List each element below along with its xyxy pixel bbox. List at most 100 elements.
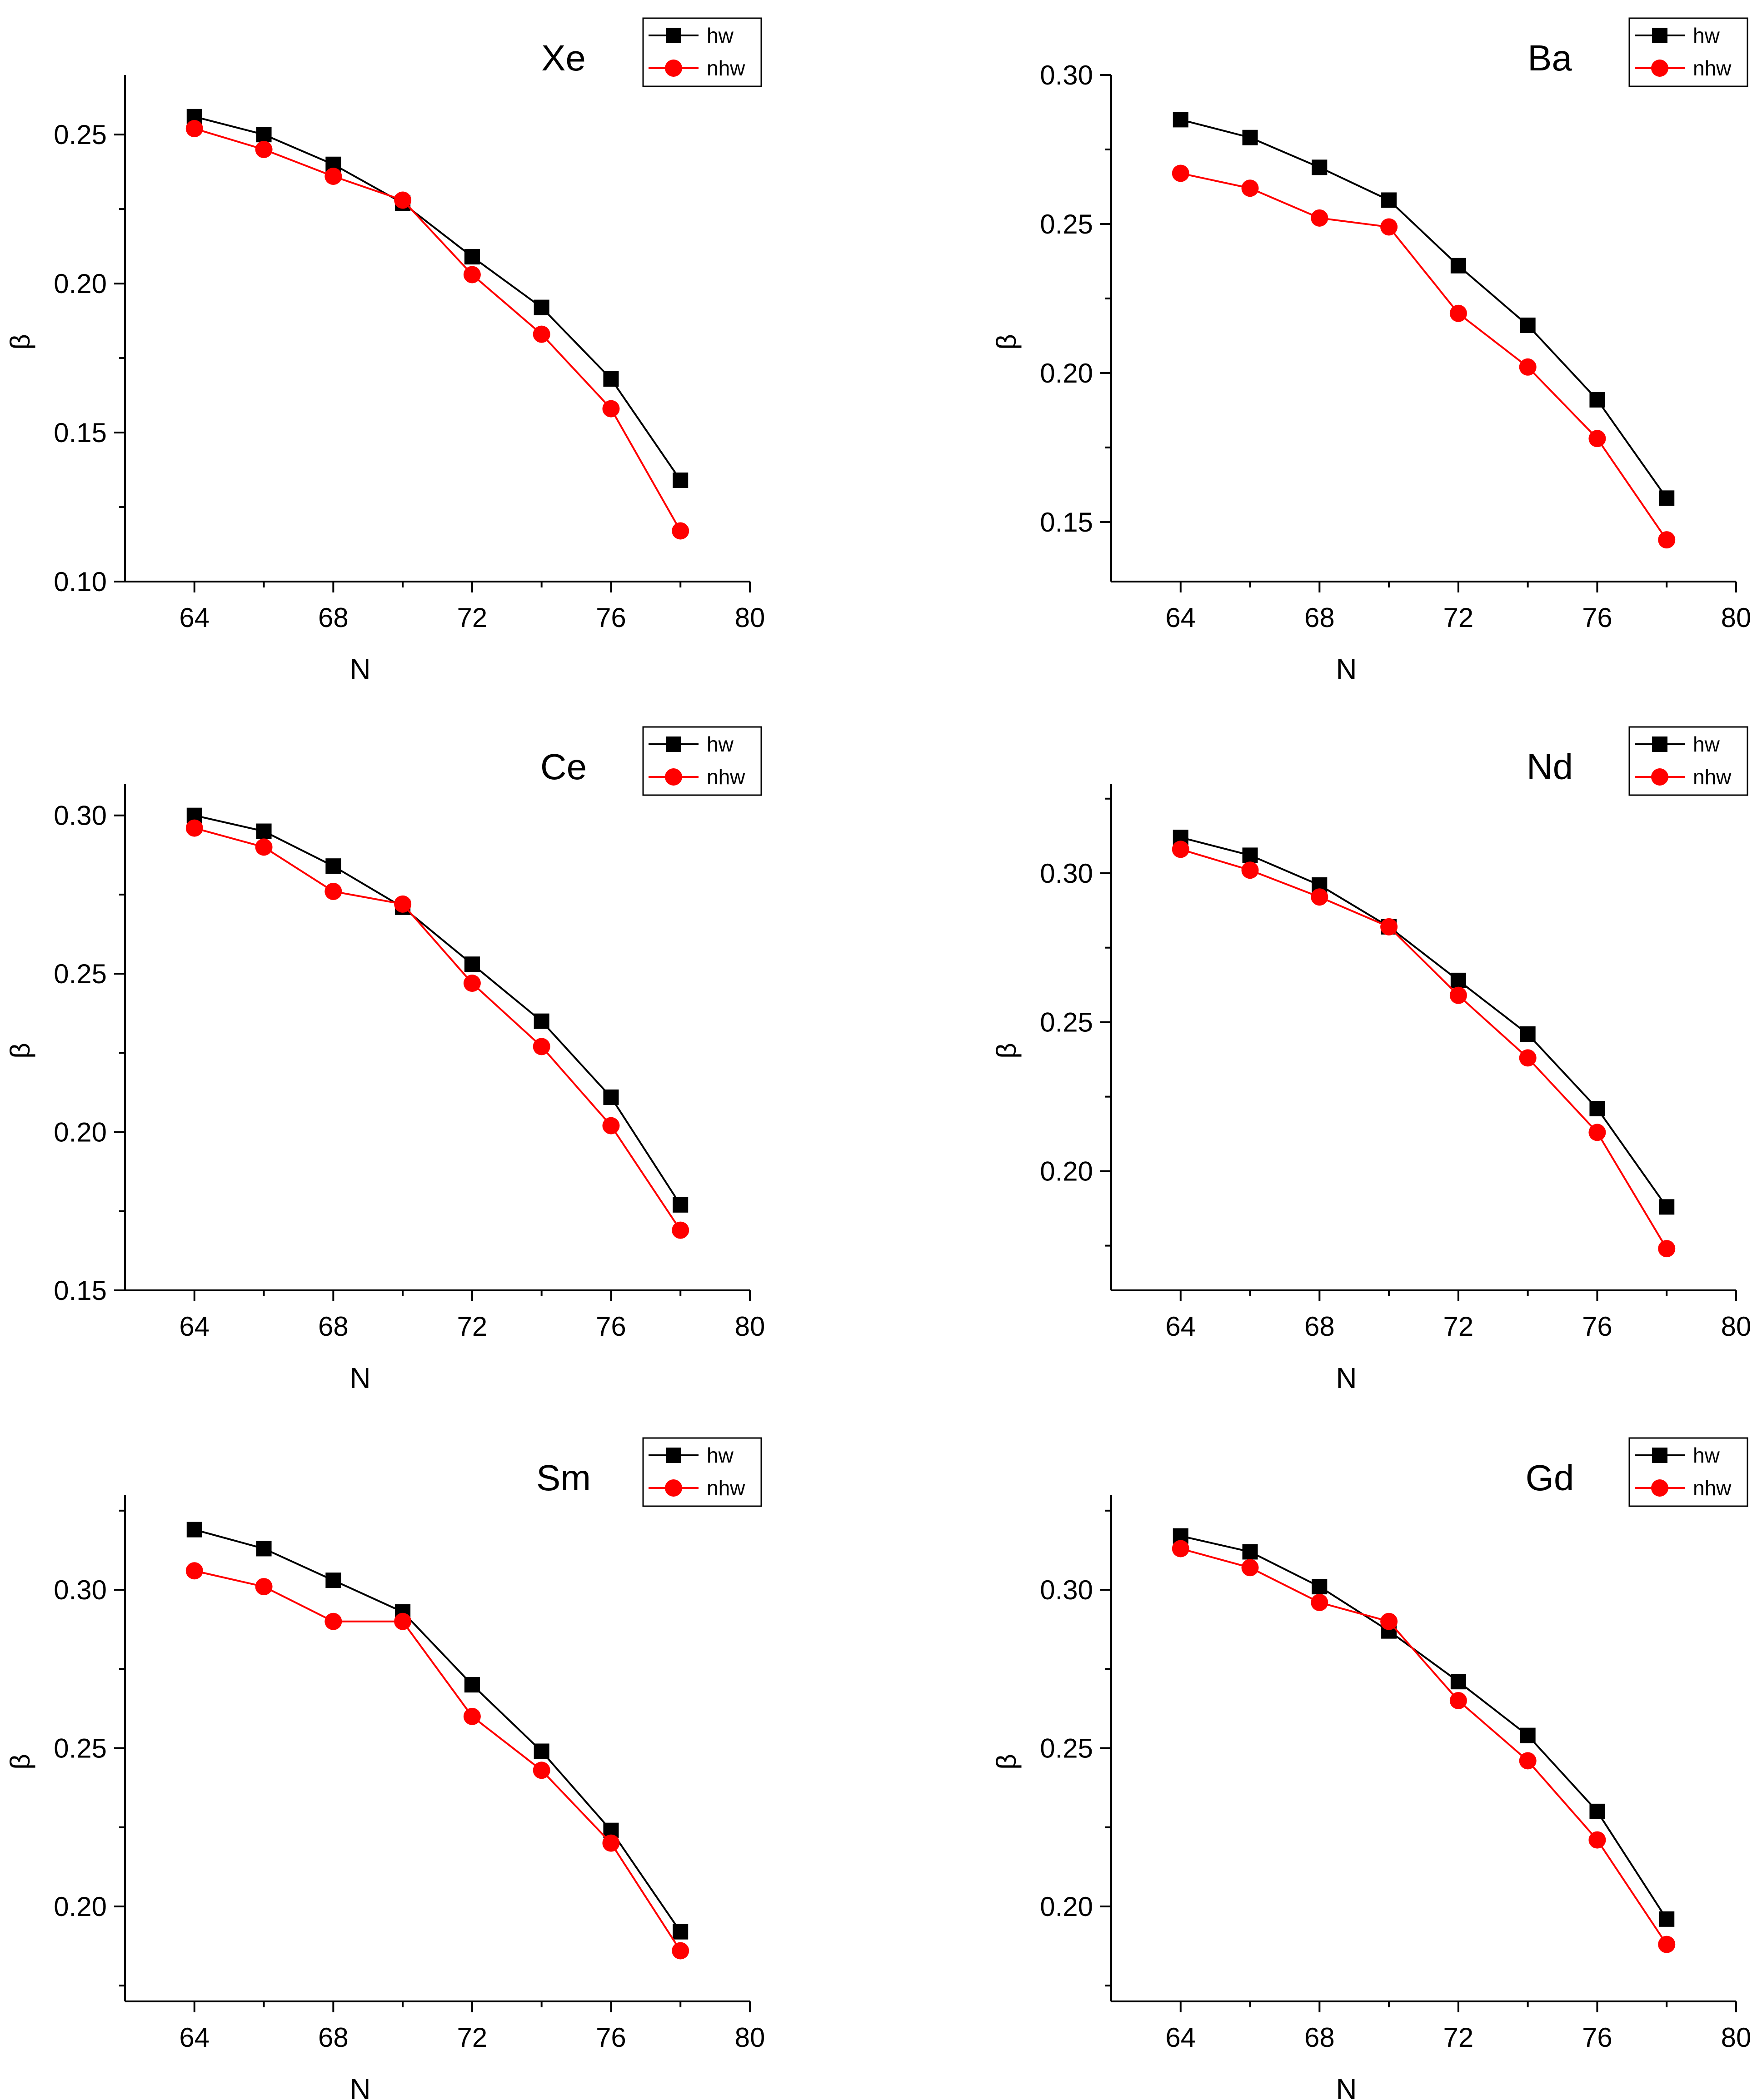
legend: hw nhw (642, 17, 762, 87)
x-tick-label: 80 (1721, 2022, 1752, 2053)
y-tick-label: 0.15 (54, 1275, 107, 1306)
data-point-hw (534, 1743, 549, 1759)
legend-box (1628, 17, 1748, 87)
data-point-nhw (1241, 179, 1259, 197)
data-point-nhw (1658, 1240, 1676, 1258)
x-tick-label: 64 (1165, 1311, 1196, 1342)
x-tick-label: 76 (596, 602, 626, 633)
y-tick-label: 0.20 (54, 1891, 107, 1922)
legend-marker-hw (1652, 736, 1667, 752)
data-point-hw (603, 371, 619, 387)
y-tick-label: 0.20 (1040, 1891, 1093, 1922)
chart-panel-gd: 64 68 72 76 80 0.20 0.25 0.30 Nβ Gd hw nhw (991, 1437, 1752, 2100)
legend-marker-hw (1652, 1448, 1667, 1463)
y-axis-label: β (991, 334, 1022, 350)
chart-title: Xe (541, 38, 586, 78)
legend-label-hw: hw (707, 24, 734, 47)
x-axis-label: N (1336, 2073, 1357, 2100)
data-point-hw (1450, 258, 1466, 274)
data-point-hw (1520, 317, 1536, 333)
data-point-hw (186, 1522, 202, 1538)
series-line-nhw (194, 128, 681, 532)
chart-title: Gd (1526, 1458, 1574, 1498)
data-point-hw (464, 1677, 480, 1693)
y-tick-label: 0.30 (54, 801, 107, 831)
y-tick-label: 0.30 (54, 1575, 107, 1605)
data-point-hw (673, 1197, 689, 1213)
x-axis-label: N (349, 1362, 370, 1394)
data-point-nhw (255, 838, 273, 856)
y-tick-label: 0.25 (54, 1733, 107, 1764)
data-point-hw (1589, 1100, 1605, 1116)
data-point-hw (1659, 490, 1675, 506)
data-point-nhw (1519, 1049, 1537, 1067)
data-point-nhw (394, 895, 412, 913)
x-axis-label: N (1336, 653, 1357, 686)
series-line-hw (1180, 836, 1667, 1208)
x-tick-label: 68 (1304, 602, 1335, 633)
series-line-hw (194, 1528, 681, 1932)
data-point-nhw (1241, 861, 1259, 879)
legend-box (642, 726, 762, 796)
legend-marker-nhw (665, 60, 682, 77)
legend-marker-nhw (1651, 1479, 1668, 1497)
data-point-nhw (1311, 888, 1328, 906)
data-point-hw (534, 299, 549, 315)
x-tick-label: 72 (457, 602, 488, 633)
data-point-nhw (1241, 1559, 1259, 1577)
x-tick-label: 64 (179, 2022, 210, 2053)
data-point-nhw (533, 1762, 550, 1779)
legend-marker-nhw (665, 1479, 682, 1497)
data-point-hw (1450, 1674, 1466, 1690)
data-point-hw (1242, 129, 1258, 145)
data-point-nhw (1658, 1936, 1676, 1953)
data-point-nhw (602, 1834, 620, 1852)
series-line-nhw (1180, 172, 1667, 541)
legend-marker-hw (666, 736, 681, 752)
data-point-nhw (533, 1038, 550, 1055)
data-point-nhw (255, 1578, 273, 1596)
chart-panel-nd: 64 68 72 76 80 0.20 0.25 0.30 Nβ Nd hw nhw (991, 726, 1751, 1394)
data-point-nhw (1380, 918, 1398, 936)
legend-label-nhw: nhw (707, 56, 745, 80)
data-point-nhw (1588, 1831, 1606, 1849)
data-point-nhw (672, 522, 689, 540)
data-point-hw (1381, 192, 1397, 208)
data-point-nhw (1172, 841, 1189, 858)
x-tick-label: 76 (1582, 1311, 1612, 1342)
legend-label-hw: hw (1693, 732, 1720, 756)
data-point-nhw (1519, 358, 1537, 376)
x-tick-label: 80 (1721, 602, 1752, 633)
legend-box (642, 17, 762, 87)
data-point-nhw (1449, 304, 1467, 322)
y-axis-label: β (991, 1043, 1022, 1059)
y-tick-label: 0.30 (1040, 858, 1093, 889)
chart-title: Ba (1527, 38, 1572, 78)
x-tick-label: 76 (1582, 2022, 1612, 2053)
data-point-nhw (1172, 1540, 1189, 1558)
data-point-nhw (533, 325, 550, 343)
chart-panel-sm: 64 68 72 76 80 0.20 0.25 0.30 Nβ Sm hw nhw (5, 1437, 765, 2100)
data-point-nhw (1449, 986, 1467, 1004)
data-point-hw (256, 127, 272, 143)
y-tick-label: 0.20 (1040, 1156, 1093, 1187)
data-point-hw (1659, 1199, 1675, 1215)
x-tick-label: 80 (735, 602, 765, 633)
data-point-nhw (1311, 209, 1328, 227)
series-line-hw (194, 814, 681, 1205)
legend-marker-hw (666, 1448, 681, 1463)
data-point-nhw (324, 1612, 342, 1630)
data-point-nhw (1311, 1593, 1328, 1611)
x-tick-label: 64 (179, 602, 210, 633)
x-tick-label: 68 (318, 602, 349, 633)
legend-label-hw: hw (707, 1443, 734, 1467)
x-tick-label: 76 (596, 1311, 626, 1342)
data-point-hw (1450, 972, 1466, 988)
x-tick-label: 72 (457, 2022, 488, 2053)
legend-box (642, 1437, 762, 1507)
legend-marker-hw (1652, 28, 1667, 43)
series-line-hw (1180, 1535, 1667, 1920)
y-tick-label: 0.20 (54, 269, 107, 299)
x-axis-label: N (349, 2073, 370, 2100)
x-tick-label: 72 (1443, 2022, 1474, 2053)
